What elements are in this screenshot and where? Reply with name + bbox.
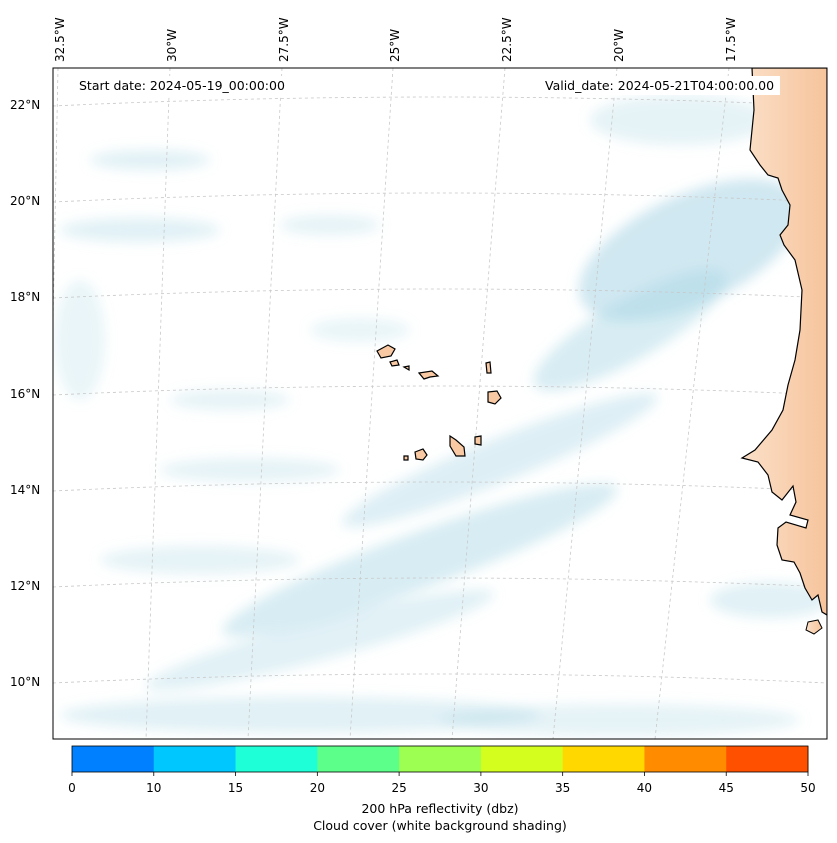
latitude-label: 14°N: [10, 483, 41, 497]
colorbar-tick-label: 10: [146, 781, 162, 795]
colorbar-tick-label: 45: [718, 781, 734, 795]
meridian-line: [451, 68, 506, 739]
latitude-label: 16°N: [10, 387, 41, 401]
colorbar-tick-label: 0: [68, 781, 76, 795]
meridian-line: [247, 68, 283, 739]
parallel-line: [53, 288, 827, 299]
parallel-line: [53, 577, 827, 588]
colorbar-segment: [480, 746, 564, 772]
cloud-band-mid: [342, 393, 658, 527]
start-date-label: Start date: 2024-05-19_00:00:00: [73, 76, 291, 95]
latitude-label: 22°N: [10, 98, 41, 112]
colorbar-frame: [71, 745, 809, 773]
colorbar-segment: [399, 746, 482, 772]
island-boa-vista: [487, 390, 502, 405]
island-maio: [474, 435, 482, 446]
colorbar-tick-label: 30: [473, 781, 489, 795]
colorbar-sublabel: Cloud cover (white background shading): [313, 818, 567, 833]
cloud-west-2: [170, 390, 290, 410]
colorbar-tick-label: 20: [309, 781, 325, 795]
colorbar-tick-label: 15: [227, 781, 244, 795]
colorbar-segment: [644, 746, 727, 772]
cloud-west-3: [160, 458, 340, 482]
island-santa-luzia: [402, 365, 410, 372]
colorbar: [71, 745, 809, 776]
cloud-band-ne-2: [533, 269, 727, 391]
colorbar-segment: [72, 746, 155, 772]
colorbar-tick-label: 50: [800, 781, 816, 795]
cloud-east-top: [590, 95, 770, 145]
longitude-label: 25°W: [388, 28, 402, 62]
island-fogo: [414, 448, 428, 461]
colorbar-segment: [562, 746, 645, 772]
colorbar-segment: [317, 746, 400, 772]
valid-date-label: Valid_date: 2024-05-21T04:00:00.00: [539, 76, 781, 95]
island-sal: [485, 361, 492, 374]
cloud-center-1: [310, 318, 410, 342]
latitude-label: 20°N: [10, 194, 41, 208]
cloud-band-south: [60, 697, 540, 733]
colorbar-label: 200 hPa reflectivity (dbz): [361, 801, 519, 816]
map-frame: [52, 67, 828, 740]
latitude-label: 10°N: [10, 675, 41, 689]
meridian-line: [145, 68, 171, 739]
cloud-nw-3: [280, 215, 380, 235]
colorbar-tick-label: 25: [391, 781, 407, 795]
parallel-line: [53, 673, 827, 684]
cloud-band-ne: [578, 178, 802, 322]
parallel-line: [53, 481, 827, 492]
graticule: [53, 68, 827, 739]
cloud-band-sw: [222, 483, 618, 637]
longitude-label: 17.5°W: [724, 17, 738, 62]
parallel-line: [53, 192, 827, 203]
bijagos-islands: [805, 619, 823, 635]
cloud-west-1: [55, 280, 105, 400]
cloud-band-sw-2: [146, 589, 494, 691]
cloud-nw-2: [60, 218, 220, 242]
cloud-west-4: [100, 546, 300, 574]
parallel-line: [53, 96, 827, 107]
island-sao-vicente: [389, 359, 400, 367]
island-sao-nicolau: [417, 370, 440, 380]
longitude-label: 30°W: [165, 28, 179, 62]
colorbar-segment: [235, 746, 318, 772]
latitude-label: 12°N: [10, 579, 41, 593]
africa-coast: [740, 68, 827, 616]
latitude-label: 18°N: [10, 290, 41, 304]
cloud-nw-1: [90, 150, 210, 170]
meridian-line: [349, 68, 394, 739]
colorbar-segment: [153, 746, 237, 772]
colorbar-segment: [726, 746, 809, 772]
colorbar-tick-label: 40: [636, 781, 653, 795]
longitude-label: 22.5°W: [500, 17, 514, 62]
longitude-label: 27.5°W: [277, 17, 291, 62]
colorbar-tick-label: 35: [555, 781, 571, 795]
island-santiago: [449, 434, 466, 457]
parallel-line: [53, 385, 827, 396]
meridian-line: [552, 68, 618, 739]
cloud-band-se: [440, 704, 800, 736]
island-santo-antao: [376, 344, 396, 359]
cloud-east-low: [710, 582, 827, 618]
longitude-label: 20°W: [612, 28, 626, 62]
longitude-label: 32.5°W: [53, 17, 67, 62]
island-brava: [403, 455, 409, 461]
cloud-cover-shading: [55, 95, 827, 736]
